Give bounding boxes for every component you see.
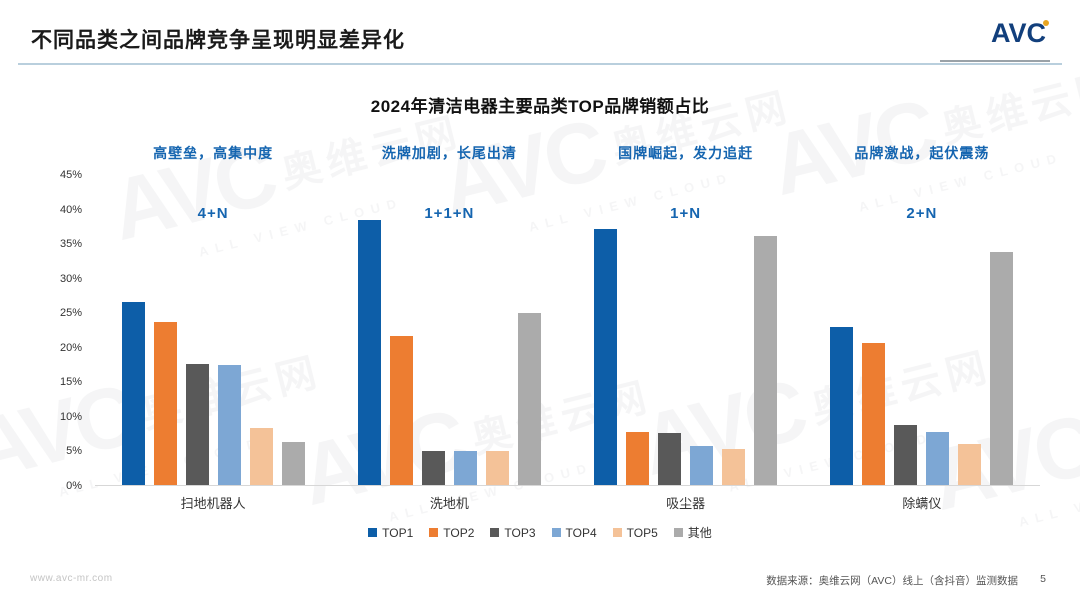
bar-TOP1-扫地机器人 bbox=[121, 302, 145, 485]
legend-item-TOP5: TOP5 bbox=[612, 524, 658, 541]
bars bbox=[95, 175, 331, 485]
avc-logo-text: AVC bbox=[990, 18, 1046, 48]
legend-swatch-icon bbox=[673, 528, 683, 537]
y-axis: 45% 40% 35% 30% 25% 20% 15% 10% 5% 0% bbox=[40, 169, 88, 492]
legend-item-TOP4: TOP4 bbox=[551, 524, 597, 541]
legend-swatch-icon bbox=[551, 528, 561, 537]
bar-TOP5-除螨仪 bbox=[958, 444, 982, 485]
legend: TOP1 TOP2 TOP3 TOP4 TOP5 其他 bbox=[0, 524, 1080, 541]
bar-TOP1-吸尘器 bbox=[594, 228, 618, 485]
bar-TOP3-吸尘器 bbox=[658, 432, 682, 485]
legend-label: 其他 bbox=[687, 526, 712, 540]
y-axis-tick: 35% bbox=[59, 238, 82, 251]
annotation-pattern: 1+N bbox=[670, 205, 702, 222]
bar-TOP2-吸尘器 bbox=[626, 431, 650, 485]
annotation-pattern: 2+N bbox=[906, 205, 938, 222]
bar-group-4: 品牌激战，起伏震荡 2+N 除螨仪 bbox=[804, 145, 1040, 511]
page-title: 不同品类之间品牌竞争呈现明显差异化 bbox=[31, 29, 405, 52]
bar-TOP2-除螨仪 bbox=[862, 343, 886, 485]
footer-url: www.avc-mr.com bbox=[30, 573, 113, 584]
bar-TOP4-吸尘器 bbox=[690, 446, 714, 485]
bar-TOP1-除螨仪 bbox=[830, 326, 854, 485]
legend-swatch-icon bbox=[368, 528, 378, 537]
bar-TOP1-洗地机 bbox=[357, 219, 381, 485]
y-axis-tick: 25% bbox=[59, 307, 82, 320]
legend-swatch-icon bbox=[490, 528, 500, 537]
annotation-pattern: 1+1+N bbox=[424, 205, 475, 222]
bar-TOP5-吸尘器 bbox=[722, 448, 746, 485]
legend-label: TOP3 bbox=[504, 525, 536, 540]
footer-page-number: 5 bbox=[1040, 573, 1046, 585]
bar-groups: 高壁垒，高集中度 4+N 扫地机器人 洗牌加剧，长尾出清 1+1+N 洗地机 国牌崛起，发力… bbox=[95, 145, 1040, 511]
annotation-headline: 高壁垒，高集中度 bbox=[153, 145, 274, 161]
y-axis-tick: 10% bbox=[59, 410, 82, 423]
y-axis-tick: 15% bbox=[59, 376, 82, 389]
bar-TOP2-扫地机器人 bbox=[153, 321, 177, 485]
chart-title: 2024年清洁电器主要品类TOP品牌销额占比 bbox=[370, 97, 710, 116]
bar-group-1: 高壁垒，高集中度 4+N 扫地机器人 bbox=[95, 145, 331, 511]
legend-item-TOP2: TOP2 bbox=[429, 524, 474, 541]
bar-其他-扫地机器人 bbox=[281, 441, 305, 485]
annotation-headline: 品牌激战，起伏震荡 bbox=[854, 145, 990, 161]
bar-TOP3-除螨仪 bbox=[894, 425, 918, 485]
bar-TOP4-洗地机 bbox=[453, 451, 477, 485]
category-label: 除螨仪 bbox=[902, 496, 942, 511]
bar-TOP4-除螨仪 bbox=[926, 431, 950, 485]
header-divider bbox=[18, 63, 1062, 65]
legend-label: TOP4 bbox=[565, 525, 597, 540]
logo-divider bbox=[940, 60, 1050, 62]
bar-TOP3-洗地机 bbox=[421, 450, 445, 485]
bar-TOP4-扫地机器人 bbox=[217, 365, 241, 485]
bar-其他-除螨仪 bbox=[990, 252, 1014, 485]
bars bbox=[568, 175, 804, 485]
footer-source: 数据来源：奥维云网（AVC）线上（含抖音）监测数据 bbox=[766, 575, 1018, 587]
bar-TOP3-扫地机器人 bbox=[185, 363, 209, 485]
y-axis-tick: 30% bbox=[59, 272, 82, 285]
plot-wrap: 高壁垒，高集中度 4+N 扫地机器人 洗牌加剧，长尾出清 1+1+N 洗地机 国牌崛起，发力… bbox=[95, 145, 1040, 511]
category-label: 吸尘器 bbox=[666, 496, 706, 511]
bar-group-2: 洗牌加剧，长尾出清 1+1+N 洗地机 bbox=[331, 145, 567, 511]
y-axis-tick: 0% bbox=[66, 480, 82, 492]
bar-TOP5-洗地机 bbox=[485, 450, 509, 485]
y-axis-tick: 45% bbox=[59, 169, 82, 181]
bar-其他-洗地机 bbox=[517, 312, 541, 485]
legend-item-其他: 其他 bbox=[673, 524, 712, 541]
annotation-pattern: 4+N bbox=[197, 205, 229, 222]
annotation-headline: 洗牌加剧，长尾出清 bbox=[381, 145, 517, 161]
legend-item-TOP3: TOP3 bbox=[490, 524, 536, 541]
legend-label: TOP2 bbox=[443, 525, 475, 540]
y-axis-tick: 5% bbox=[66, 445, 82, 458]
annotation-headline: 国牌崛起，发力追赶 bbox=[618, 145, 754, 161]
bars bbox=[331, 175, 567, 485]
legend-label: TOP1 bbox=[382, 525, 414, 540]
y-axis-tick: 20% bbox=[59, 341, 82, 354]
avc-logo: AVC bbox=[990, 18, 1049, 49]
legend-swatch-icon bbox=[429, 528, 439, 537]
legend-swatch-icon bbox=[612, 528, 622, 537]
y-axis-tick: 40% bbox=[59, 203, 82, 216]
bar-TOP5-扫地机器人 bbox=[249, 427, 273, 485]
avc-logo-dot-icon bbox=[1043, 20, 1049, 26]
bars bbox=[804, 175, 1040, 485]
bar-group-3: 国牌崛起，发力追赶 1+N 吸尘器 bbox=[568, 145, 804, 511]
plot-area: 高壁垒，高集中度 4+N 扫地机器人 洗牌加剧，长尾出清 1+1+N 洗地机 国牌崛起，发力… bbox=[95, 145, 1040, 511]
legend-item-TOP1: TOP1 bbox=[368, 524, 413, 541]
bar-TOP2-洗地机 bbox=[389, 336, 413, 485]
bar-其他-吸尘器 bbox=[754, 235, 778, 485]
category-label: 洗地机 bbox=[429, 496, 469, 511]
legend-label: TOP5 bbox=[626, 525, 658, 540]
category-label: 扫地机器人 bbox=[180, 496, 246, 511]
